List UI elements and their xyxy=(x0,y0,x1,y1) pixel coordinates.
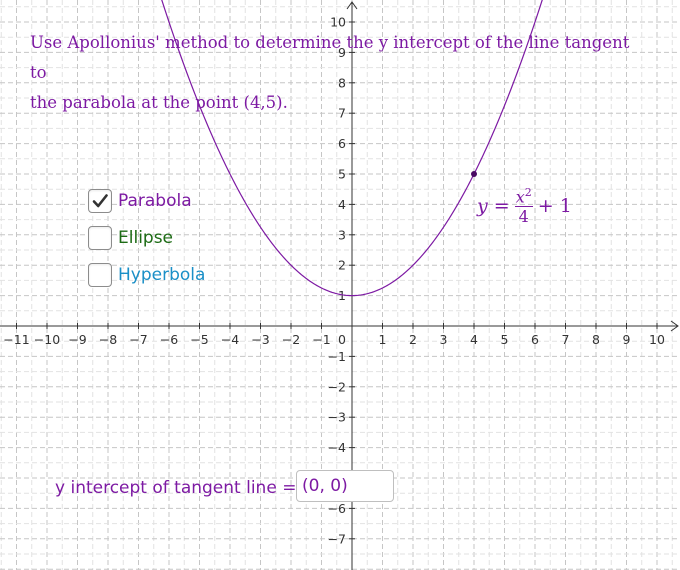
equation-lhs: y = xyxy=(477,195,510,217)
instruction-line-1: Use Apollonius' method to determine the … xyxy=(30,33,630,82)
x-tick-label: 4 xyxy=(470,332,478,347)
y-tick-label: −3 xyxy=(328,410,346,425)
equation-denominator: 4 xyxy=(514,206,533,226)
equation-constant: + 1 xyxy=(537,195,572,217)
x-tick-label: 7 xyxy=(562,332,570,347)
x-tick-label: 8 xyxy=(592,332,600,347)
y-tick-label: 2 xyxy=(338,258,346,273)
x-tick-label: 9 xyxy=(623,332,631,347)
y-tick-label: 9 xyxy=(338,45,346,60)
equation-exponent: 2 xyxy=(524,185,532,199)
answer-label: y intercept of tangent line = xyxy=(55,478,297,498)
x-tick-label: −1 xyxy=(312,332,330,347)
x-tick-label: −8 xyxy=(99,332,117,347)
checkbox-parabola-label: Parabola xyxy=(118,191,192,211)
equation-numerator: x xyxy=(515,187,525,207)
x-axis-arrow xyxy=(670,320,679,332)
y-tick-label: 5 xyxy=(338,167,346,182)
x-tick-label: 5 xyxy=(501,332,509,347)
x-tick-label: −5 xyxy=(190,332,208,347)
checkbox-hyperbola-box[interactable] xyxy=(88,263,112,287)
instruction-text: Use Apollonius' method to determine the … xyxy=(30,28,640,118)
y-tick-label: −2 xyxy=(328,379,346,394)
x-tick-label: −7 xyxy=(129,332,147,347)
equation-fraction: x2 4 xyxy=(514,186,534,226)
y-tick-label: 6 xyxy=(338,136,346,151)
y-tick-label: 8 xyxy=(338,75,346,90)
tangent-point xyxy=(471,171,477,177)
x-tick-label: −10 xyxy=(34,332,60,347)
y-intercept-input[interactable] xyxy=(296,470,394,502)
x-tick-label: 1 xyxy=(379,332,387,347)
y-tick-label: 4 xyxy=(338,197,346,212)
y-tick-label: 7 xyxy=(338,106,346,121)
checkbox-hyperbola[interactable]: Hyperbola xyxy=(88,261,205,289)
y-tick-label: 1 xyxy=(338,288,346,303)
x-tick-label: −6 xyxy=(160,332,178,347)
y-tick-label: 10 xyxy=(330,15,346,30)
y-tick-label: −1 xyxy=(328,349,346,364)
x-tick-label: −3 xyxy=(251,332,269,347)
x-tick-label: 2 xyxy=(409,332,417,347)
x-tick-label: 0 xyxy=(338,332,346,347)
checkbox-parabola[interactable]: Parabola xyxy=(88,187,192,215)
y-tick-label: 3 xyxy=(338,227,346,242)
checkbox-ellipse-label: Ellipse xyxy=(118,228,174,248)
y-tick-label: −7 xyxy=(328,531,346,546)
y-tick-label: −6 xyxy=(328,501,346,516)
x-tick-label: 10 xyxy=(649,332,665,347)
instruction-line-2: the parabola at the point (4,5). xyxy=(30,93,288,112)
x-tick-label: −9 xyxy=(68,332,86,347)
checkbox-ellipse[interactable]: Ellipse xyxy=(88,224,173,252)
parabola-curve xyxy=(161,0,543,297)
checkbox-parabola-box[interactable] xyxy=(88,189,112,213)
y-axis-arrow xyxy=(346,1,358,10)
checkbox-hyperbola-label: Hyperbola xyxy=(118,265,206,285)
x-tick-label: 6 xyxy=(531,332,539,347)
parabola-equation-label: y = x2 4 + 1 xyxy=(477,178,572,234)
x-tick-label: −11 xyxy=(3,332,29,347)
x-tick-label: −4 xyxy=(221,332,239,347)
y-tick-label: −4 xyxy=(328,440,346,455)
x-tick-label: −2 xyxy=(282,332,300,347)
checkmark-icon xyxy=(92,194,108,208)
x-tick-label: 3 xyxy=(440,332,448,347)
checkbox-ellipse-box[interactable] xyxy=(88,226,112,250)
